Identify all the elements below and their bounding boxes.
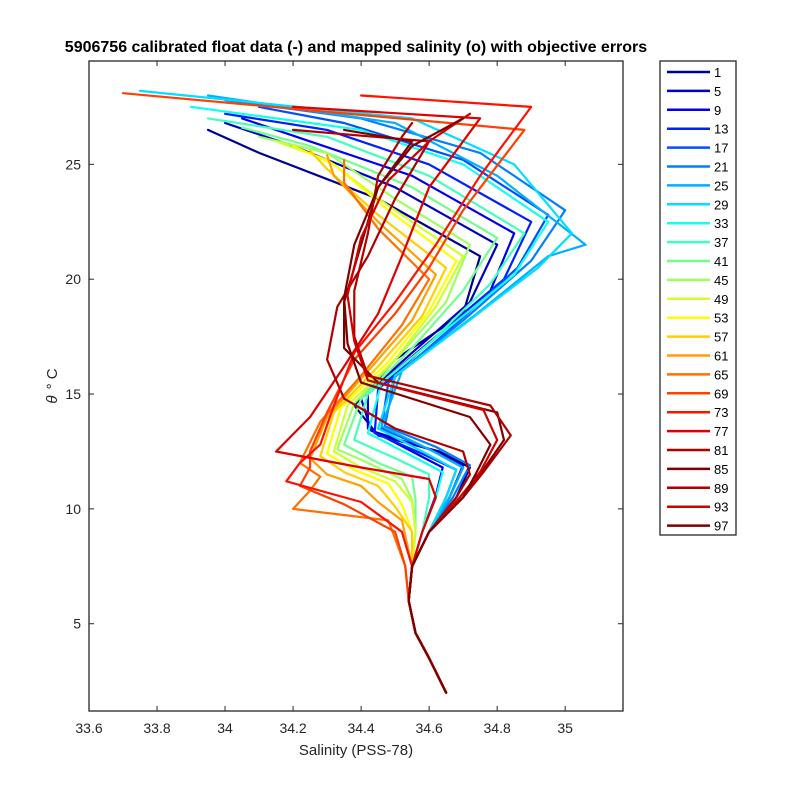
legend-label: 1 [714, 65, 721, 80]
legend-label: 21 [714, 160, 728, 175]
legend-label: 41 [714, 254, 728, 269]
legend-label: 93 [714, 500, 728, 515]
legend-label: 65 [714, 367, 728, 382]
legend-label: 9 [714, 103, 721, 118]
legend-label: 57 [714, 330, 728, 345]
x-tick-label: 34.2 [279, 720, 306, 736]
x-tick-label: 34 [217, 720, 233, 736]
x-tick-label: 35 [557, 720, 573, 736]
y-axis-label-symbol: θ [44, 395, 61, 403]
legend-label: 29 [714, 197, 728, 212]
x-tick-label: 33.8 [143, 720, 170, 736]
legend-label: 61 [714, 349, 728, 364]
legend-label: 81 [714, 443, 728, 458]
legend: 1 5 9 13 17 21 25 29 33 37 41 45 49 53 57 61 65 69 73 77 81 8… [659, 60, 737, 536]
legend-label: 97 [714, 519, 728, 534]
legend-label: 25 [714, 178, 728, 193]
y-tick-label: 25 [65, 156, 81, 172]
y-tick-label: 5 [73, 616, 81, 632]
legend-label: 37 [714, 235, 728, 250]
y-axis-label-unit: ° C [44, 368, 61, 389]
x-axis-label: Salinity (PSS-78) [299, 742, 413, 759]
x-tick-label: 34.8 [484, 720, 511, 736]
legend-label: 45 [714, 273, 728, 288]
legend-label: 85 [714, 462, 728, 477]
legend-label: 49 [714, 292, 728, 307]
legend-label: 5 [714, 84, 721, 99]
chart-title: 5906756 calibrated float data (-) and ma… [65, 39, 647, 56]
legend-label: 17 [714, 141, 728, 156]
y-tick-label: 10 [65, 501, 81, 517]
x-tick-label: 34.4 [347, 720, 374, 736]
legend-label: 77 [714, 424, 728, 439]
y-tick-label: 15 [65, 386, 81, 402]
legend-label: 33 [714, 216, 728, 231]
y-axis-label: θ ° C [44, 368, 61, 403]
legend-label: 73 [714, 405, 728, 420]
legend-label: 13 [714, 122, 728, 137]
x-tick-label: 34.6 [416, 720, 443, 736]
plot-frame [88, 60, 624, 712]
series-layer [121, 89, 587, 694]
x-tick-label: 33.6 [75, 720, 102, 736]
series-line-97 [343, 117, 492, 694]
y-tick-label: 20 [65, 271, 81, 287]
axis-ticks: 33.6 33.8 34 34.2 34.4 34.6 34.8 35 5 10 15 20 25 [65, 61, 623, 736]
legend-label: 89 [714, 481, 728, 496]
legend-label: 53 [714, 311, 728, 326]
legend-label: 69 [714, 386, 728, 401]
